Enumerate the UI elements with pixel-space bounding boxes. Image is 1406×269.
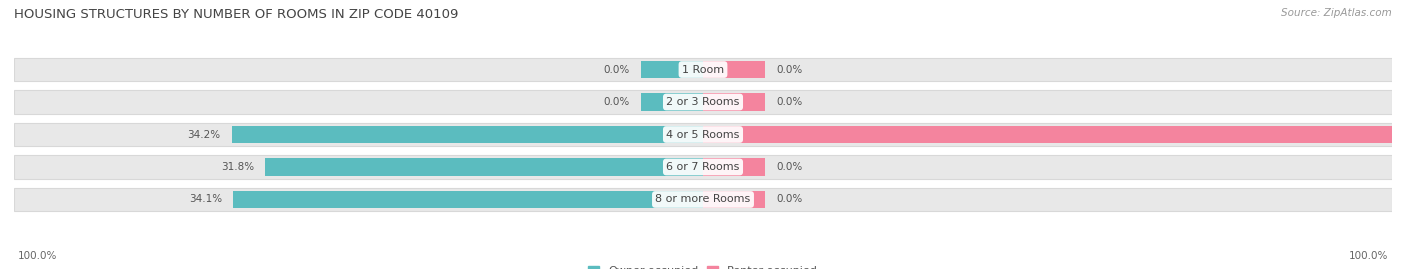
Bar (14, 90, 1392, 114)
Bar (14, 155, 1392, 179)
Text: 34.1%: 34.1% (188, 194, 222, 204)
Text: 1 Room: 1 Room (682, 65, 724, 75)
Bar (14, 188, 1392, 211)
Text: 0.0%: 0.0% (603, 97, 630, 107)
Bar (703, 158, 765, 176)
Text: 100.0%: 100.0% (18, 251, 58, 261)
Text: 0.0%: 0.0% (776, 194, 803, 204)
Bar (703, 93, 765, 111)
Bar (641, 93, 703, 111)
Text: 100.0%: 100.0% (1348, 251, 1388, 261)
Text: Source: ZipAtlas.com: Source: ZipAtlas.com (1281, 8, 1392, 18)
Bar (14, 123, 1392, 146)
Text: 31.8%: 31.8% (221, 162, 254, 172)
Bar (703, 61, 765, 78)
Text: 0.0%: 0.0% (603, 65, 630, 75)
Bar (703, 126, 1406, 143)
Bar (703, 191, 765, 208)
Bar (233, 191, 703, 208)
Legend: Owner-occupied, Renter-occupied: Owner-occupied, Renter-occupied (583, 261, 823, 269)
Bar (14, 58, 1392, 81)
Text: 2 or 3 Rooms: 2 or 3 Rooms (666, 97, 740, 107)
Bar (264, 158, 703, 176)
Text: 6 or 7 Rooms: 6 or 7 Rooms (666, 162, 740, 172)
Text: HOUSING STRUCTURES BY NUMBER OF ROOMS IN ZIP CODE 40109: HOUSING STRUCTURES BY NUMBER OF ROOMS IN… (14, 8, 458, 21)
Text: 4 or 5 Rooms: 4 or 5 Rooms (666, 129, 740, 140)
Text: 34.2%: 34.2% (187, 129, 221, 140)
Text: 0.0%: 0.0% (776, 162, 803, 172)
Bar (641, 61, 703, 78)
Text: 8 or more Rooms: 8 or more Rooms (655, 194, 751, 204)
Text: 0.0%: 0.0% (776, 97, 803, 107)
Bar (232, 126, 703, 143)
Text: 0.0%: 0.0% (776, 65, 803, 75)
